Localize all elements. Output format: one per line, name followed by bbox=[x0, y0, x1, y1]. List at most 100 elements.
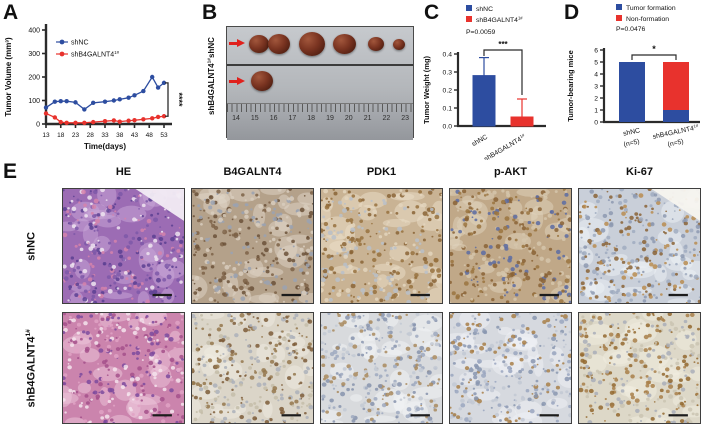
svg-text:shNC: shNC bbox=[71, 40, 89, 47]
svg-text:33: 33 bbox=[101, 132, 109, 139]
panel-d-letter: D bbox=[564, 1, 580, 24]
tumor-blob bbox=[251, 71, 273, 91]
col-header-p-akt: p-AKT bbox=[494, 166, 527, 178]
panel-b-row-label-shb4galnt4: shB4GALNT41# bbox=[206, 57, 216, 115]
tumor-photo: 14 15 16 17 18 19 20 21 22 23 bbox=[226, 26, 414, 140]
svg-text:0.3: 0.3 bbox=[443, 70, 453, 77]
tumor-volume-line-chart: 0 100 200 300 400 13 18 23 28 33 38 43 48 53 Time(days… bbox=[4, 24, 184, 151]
panel-e-letter: E bbox=[3, 160, 18, 183]
red-arrow-icon bbox=[229, 39, 245, 47]
svg-text:23: 23 bbox=[72, 132, 80, 139]
ihc-image-shnc-p-akt bbox=[449, 188, 572, 304]
svg-text:***: *** bbox=[498, 40, 508, 49]
tumor-blob bbox=[249, 35, 269, 53]
svg-text:(n=5): (n=5) bbox=[623, 138, 640, 148]
ihc-image-shb4galnt4-b4galnt4 bbox=[191, 312, 314, 424]
ruler-ticks bbox=[227, 104, 413, 112]
svg-text:0: 0 bbox=[36, 122, 40, 129]
ruler-number: 19 bbox=[326, 115, 334, 122]
svg-text:Tumor Weight (mg): Tumor Weight (mg) bbox=[422, 55, 431, 124]
tumor-bearing-mice-stacked-chart: Tumor formation Non-formation P=0.0476 0 1 2 3… bbox=[566, 4, 700, 149]
svg-text:200: 200 bbox=[28, 75, 40, 82]
panel-c-letter: C bbox=[424, 1, 440, 24]
svg-text:53: 53 bbox=[160, 132, 168, 139]
svg-text:1: 1 bbox=[594, 108, 598, 115]
svg-text:400: 400 bbox=[28, 28, 40, 35]
svg-text:shNC: shNC bbox=[471, 134, 489, 149]
tumor-weight-bar-chart: shNCshB4GALNT41#P=0.00590.00.10.20.30.4T… bbox=[422, 5, 546, 163]
svg-text:shB4GALNT41#: shB4GALNT41# bbox=[652, 123, 700, 141]
ihc-image-shb4galnt4-he bbox=[62, 312, 185, 424]
ihc-image-shnc-b4galnt4 bbox=[191, 188, 314, 304]
col-header-he: HE bbox=[115, 166, 132, 178]
ruler-number: 14 bbox=[232, 115, 240, 122]
panel-d: D Tumor formation Non-formation P=0.0476 0 1… bbox=[560, 0, 711, 160]
tumor-blob bbox=[299, 32, 325, 56]
panel-a: A 0 100 200 300 400 13 18 23 28 33 38 43 48 53 Time(da… bbox=[0, 0, 196, 160]
svg-text:0.4: 0.4 bbox=[443, 52, 453, 59]
svg-text:5: 5 bbox=[594, 60, 598, 67]
ihc-image-shnc-ki-67 bbox=[578, 188, 701, 304]
svg-text:3: 3 bbox=[594, 84, 598, 91]
ruler-number: 22 bbox=[382, 115, 391, 122]
tumor-blob bbox=[333, 34, 356, 54]
panel-b-letter: B bbox=[202, 1, 218, 24]
svg-text:shNC: shNC bbox=[476, 6, 493, 13]
svg-text:6: 6 bbox=[594, 48, 598, 55]
ihc-image-shnc-pdk1 bbox=[320, 188, 443, 304]
col-header-ki-67: Ki-67 bbox=[626, 166, 653, 178]
col-header-pdk1: PDK1 bbox=[366, 166, 397, 178]
ihc-image-shb4galnt4-pdk1 bbox=[320, 312, 443, 424]
tumor-blob bbox=[393, 39, 405, 50]
panel-e: E HE B4GALNT4 PDK1 p-AKT Ki-67 shNC shB4… bbox=[0, 160, 711, 428]
panel-b: B shNC shB4GALNT41# 14 15 16 17 18 19 20 21 22 23 bbox=[196, 0, 418, 160]
svg-text:P=0.0476: P=0.0476 bbox=[616, 26, 646, 33]
svg-text:Tumor Volume (mm³): Tumor Volume (mm³) bbox=[4, 37, 13, 117]
tumor-blob bbox=[368, 37, 384, 51]
svg-text:13: 13 bbox=[42, 132, 50, 139]
svg-text:shB4GALNT41#: shB4GALNT41# bbox=[476, 16, 523, 24]
svg-text:Time(days): Time(days) bbox=[84, 142, 126, 151]
svg-text:300: 300 bbox=[28, 51, 40, 58]
ruler-number: 17 bbox=[288, 115, 297, 122]
ruler-number: 20 bbox=[344, 115, 353, 122]
ruler-number: 23 bbox=[401, 115, 410, 122]
svg-text:shB4GALNT41#: shB4GALNT41# bbox=[482, 132, 527, 160]
panel-a-letter: A bbox=[3, 1, 19, 24]
svg-text:48: 48 bbox=[146, 132, 154, 139]
ruler-number: 16 bbox=[269, 115, 278, 122]
red-arrow-icon bbox=[229, 77, 245, 85]
ruler-number: 15 bbox=[250, 115, 259, 122]
svg-text:Tumor-bearing mice: Tumor-bearing mice bbox=[566, 50, 575, 122]
svg-text:0.2: 0.2 bbox=[443, 88, 453, 95]
svg-text:0: 0 bbox=[594, 120, 598, 127]
svg-text:100: 100 bbox=[28, 98, 40, 105]
svg-text:38: 38 bbox=[116, 132, 124, 139]
ihc-image-shb4galnt4-ki-67 bbox=[578, 312, 701, 424]
svg-text:Non-formation: Non-formation bbox=[626, 16, 669, 23]
svg-text:P=0.0059: P=0.0059 bbox=[466, 29, 496, 36]
row-label-shnc: shNC bbox=[25, 231, 38, 261]
svg-text:Tumor formation: Tumor formation bbox=[626, 5, 676, 12]
tumor-blob bbox=[268, 34, 290, 54]
svg-text:(n=5): (n=5) bbox=[667, 138, 684, 148]
ihc-image-shb4galnt4-p-akt bbox=[449, 312, 572, 424]
svg-text:4: 4 bbox=[594, 72, 598, 79]
svg-text:28: 28 bbox=[87, 132, 95, 139]
ihc-row-shb4galnt4: shB4GALNT41# bbox=[0, 312, 701, 424]
svg-text:*: * bbox=[652, 44, 656, 54]
ruler: 14 15 16 17 18 19 20 21 22 23 bbox=[227, 103, 413, 140]
svg-text:43: 43 bbox=[131, 132, 139, 139]
ihc-row-shnc: shNC bbox=[0, 188, 701, 304]
ihc-column-headers: HE B4GALNT4 PDK1 p-AKT Ki-67 bbox=[62, 166, 701, 178]
ihc-image-shnc-he bbox=[62, 188, 185, 304]
svg-text:0.0: 0.0 bbox=[443, 124, 453, 131]
ruler-number: 21 bbox=[363, 115, 372, 122]
svg-text:shB4GALNT41#: shB4GALNT41# bbox=[71, 50, 120, 58]
ruler-number: 18 bbox=[307, 115, 316, 122]
panel-c: C shNC shB4GALNT41# P=0.0059 0.0 0.1 0.2 0.3 0.… bbox=[418, 0, 560, 163]
col-header-b4galnt4: B4GALNT4 bbox=[223, 166, 282, 178]
row-label-shb4galnt4: shB4GALNT41# bbox=[24, 328, 38, 408]
svg-text:****: **** bbox=[174, 93, 184, 108]
